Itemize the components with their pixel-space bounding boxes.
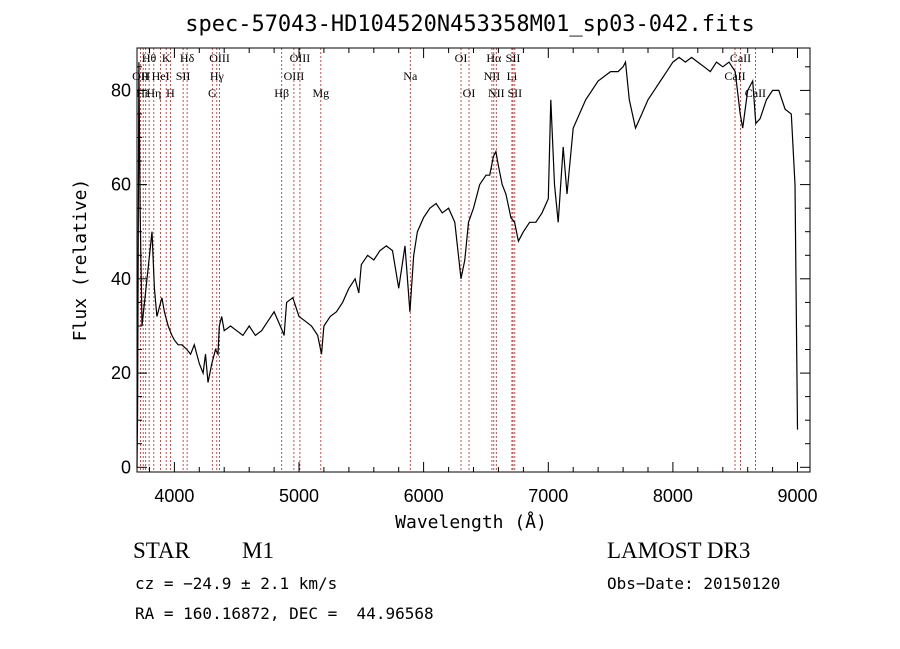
line-label-18: CaII <box>724 69 745 83</box>
y-axis-label: Flux (relative) <box>70 179 91 342</box>
line-label-8: CaII <box>730 51 751 65</box>
x-axis-label: Wavelength (Å) <box>395 511 547 533</box>
line-label-1: K <box>162 51 171 65</box>
plot-frame <box>136 47 811 473</box>
line-label-25: OI <box>463 86 476 100</box>
x-tick-label-3: 7000 <box>528 486 568 506</box>
x-tick-label-2: 6000 <box>404 486 444 506</box>
y-tick-label-1: 20 <box>111 363 131 383</box>
line-label-17: Li <box>507 69 518 83</box>
line-label-6: Hα <box>486 51 502 65</box>
line-label-10: H <box>141 69 150 83</box>
line-label-4: OIII <box>290 51 311 65</box>
obs-date: Obs−Date: 20150120 <box>607 574 781 593</box>
chart-title: spec-57043-HD104520N453358M01_sp03-042.f… <box>185 12 755 37</box>
y-axis-ticks: 0 20 40 60 80 <box>111 66 810 477</box>
line-label-15: Na <box>403 69 418 83</box>
line-label-27: SII <box>507 86 522 100</box>
line-label-11: HeI <box>152 69 170 83</box>
line-label-23: Hβ <box>274 86 289 100</box>
line-label-12: SII <box>176 69 191 83</box>
y-tick-label-4: 80 <box>111 80 131 100</box>
x-tick-label-1: 5000 <box>279 486 319 506</box>
x-tick-label-4: 8000 <box>653 486 693 506</box>
y-tick-label-3: 60 <box>111 175 131 195</box>
object-subclass: M1 <box>242 538 274 563</box>
x-axis-ticks: 4000 5000 6000 7000 8000 9000 <box>149 48 818 506</box>
redshift-readout: cz = −24.9 ± 2.1 km/s <box>135 574 338 593</box>
line-label-20: Hη <box>146 86 161 100</box>
line-label-16: NII <box>484 69 501 83</box>
spectrum-line <box>136 56 799 468</box>
line-label-2: Hδ <box>180 51 195 65</box>
line-label-28: CaII <box>745 86 766 100</box>
line-label-3: OIII <box>209 51 230 65</box>
line-label-22: G <box>208 86 217 100</box>
y-tick-label-0: 0 <box>121 457 131 477</box>
y-tick-label-2: 40 <box>111 269 131 289</box>
survey-name: LAMOST DR3 <box>607 538 751 563</box>
line-label-26: NII <box>488 86 505 100</box>
coordinates: RA = 160.16872, DEC = 44.96568 <box>135 604 434 623</box>
x-tick-label-5: 9000 <box>777 486 817 506</box>
x-tick-label-0: 4000 <box>154 486 194 506</box>
line-label-0: Hθ <box>142 51 157 65</box>
line-label-13: Hγ <box>210 69 225 83</box>
object-class: STAR <box>133 538 190 563</box>
line-label-5: OI <box>455 51 468 65</box>
line-label-21: H <box>166 86 175 100</box>
line-label-7: SII <box>506 51 521 65</box>
emission-line-markers <box>139 48 756 472</box>
line-label-14: OIII <box>284 69 305 83</box>
line-label-24: Mg <box>312 86 329 100</box>
line-label-9: OII <box>132 69 149 83</box>
